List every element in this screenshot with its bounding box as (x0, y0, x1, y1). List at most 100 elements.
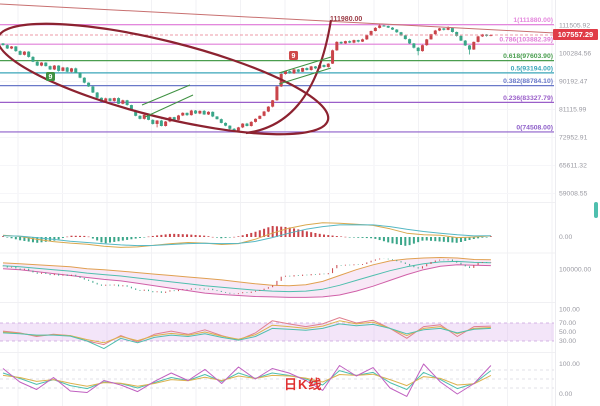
macd-hist-bar (438, 237, 441, 242)
fib-label: 0.236(83327.79) (503, 95, 553, 102)
macd-hist-bar (271, 225, 274, 237)
rsi-band (0, 323, 554, 341)
macd-hist-bar (357, 237, 360, 238)
candle-body (65, 67, 69, 72)
candle-body (87, 82, 91, 87)
candle-body (390, 27, 394, 30)
macd-dea-line (2, 224, 491, 247)
macd-hist-bar (194, 234, 197, 237)
macd-hist-bar (387, 237, 390, 243)
macd-hist-bar (447, 237, 450, 243)
macd-hist-bar (44, 237, 47, 242)
candle-body (433, 30, 437, 35)
channel-line (278, 56, 332, 74)
macd-hist-bar (74, 235, 77, 237)
candle-body (365, 35, 369, 40)
scrollbar-thumb[interactable] (594, 202, 598, 218)
channel-line (278, 67, 332, 85)
kdj-k-line (2, 370, 492, 390)
candle-body (335, 41, 339, 51)
candle-body (322, 65, 326, 67)
macd-hist-bar (211, 236, 214, 238)
macd-hist-bar (198, 235, 201, 237)
macd-hist-bar (168, 233, 171, 237)
candle-body (219, 119, 223, 123)
axis-label: 70.00 (559, 320, 576, 327)
macd-hist-bar (66, 236, 69, 238)
macd-hist-bar (36, 237, 39, 243)
macd-hist-bar (203, 235, 206, 237)
candle-body (48, 66, 52, 70)
candle-body (352, 40, 356, 43)
fib-label: 0.786(103882.39) (499, 37, 553, 44)
macd-hist-bar (408, 237, 411, 246)
axis-label: 0.00 (559, 391, 572, 398)
macd-hist-bar (14, 237, 17, 240)
candle-body (52, 65, 56, 70)
candle-body (309, 66, 313, 71)
candle-body (463, 40, 467, 46)
macd-hist-bar (216, 237, 218, 238)
macd-hist-bar (464, 237, 467, 242)
candle-body (155, 120, 159, 124)
macd-hist-bar (138, 237, 141, 238)
macd-hist-bar (19, 237, 22, 241)
macd-hist-bar (344, 236, 347, 238)
candle-body (121, 100, 125, 104)
candle-body (61, 67, 65, 71)
candle-body (164, 121, 168, 127)
macd-hist-bar (477, 237, 480, 239)
candle-body (416, 47, 420, 52)
candle-body (348, 41, 352, 43)
candle-body (241, 123, 245, 128)
candle-body (249, 121, 253, 127)
macd-hist-bar (134, 237, 137, 239)
macd-hist-bar (186, 234, 189, 237)
macd-hist-bar (181, 234, 184, 237)
macd-hist-bar (263, 228, 266, 237)
candle-body (258, 115, 262, 119)
axis-label: 72952.91 (559, 135, 588, 142)
candle-body (331, 50, 335, 64)
macd-hist-bar (233, 236, 236, 238)
macd-hist-bar (207, 236, 210, 237)
candle-body (74, 68, 78, 73)
rsi24-line (2, 323, 491, 350)
candle-body (194, 110, 198, 114)
candle-body (5, 45, 9, 49)
candle-body (198, 110, 202, 114)
macd-hist-bar (361, 237, 364, 238)
macd-hist-bar (352, 237, 355, 238)
candle-body (78, 72, 82, 78)
candle-body (301, 68, 305, 72)
seq-badge-label: 9 (292, 53, 296, 60)
macd-hist-bar (147, 236, 150, 238)
candle-body (138, 115, 142, 119)
macd-hist-bar (100, 237, 103, 243)
candle-body (356, 40, 360, 42)
candle-body (326, 63, 330, 67)
candle-body (472, 41, 476, 50)
candle-body (420, 45, 424, 52)
fib-label: 0.5(93194.00) (511, 65, 553, 72)
candle-body (438, 28, 442, 31)
macd-hist-bar (425, 237, 428, 241)
candle-body (159, 120, 163, 127)
candle-body (104, 98, 108, 102)
macd-hist-bar (455, 237, 458, 243)
candle-body (343, 41, 347, 44)
macd-hist-bar (468, 237, 471, 241)
axis-label: 30.00 (559, 338, 576, 345)
macd-hist-bar (451, 237, 454, 243)
candle-body (412, 43, 416, 48)
macd-hist-bar (395, 237, 398, 245)
macd-hist-bar (327, 235, 330, 237)
candle-body (403, 35, 407, 40)
macd-hist-bar (23, 237, 26, 241)
candle-body (425, 39, 429, 46)
candle-body (181, 112, 185, 116)
candle-body (480, 34, 484, 37)
macd-hist-bar (121, 237, 124, 241)
candle-body (228, 125, 232, 129)
